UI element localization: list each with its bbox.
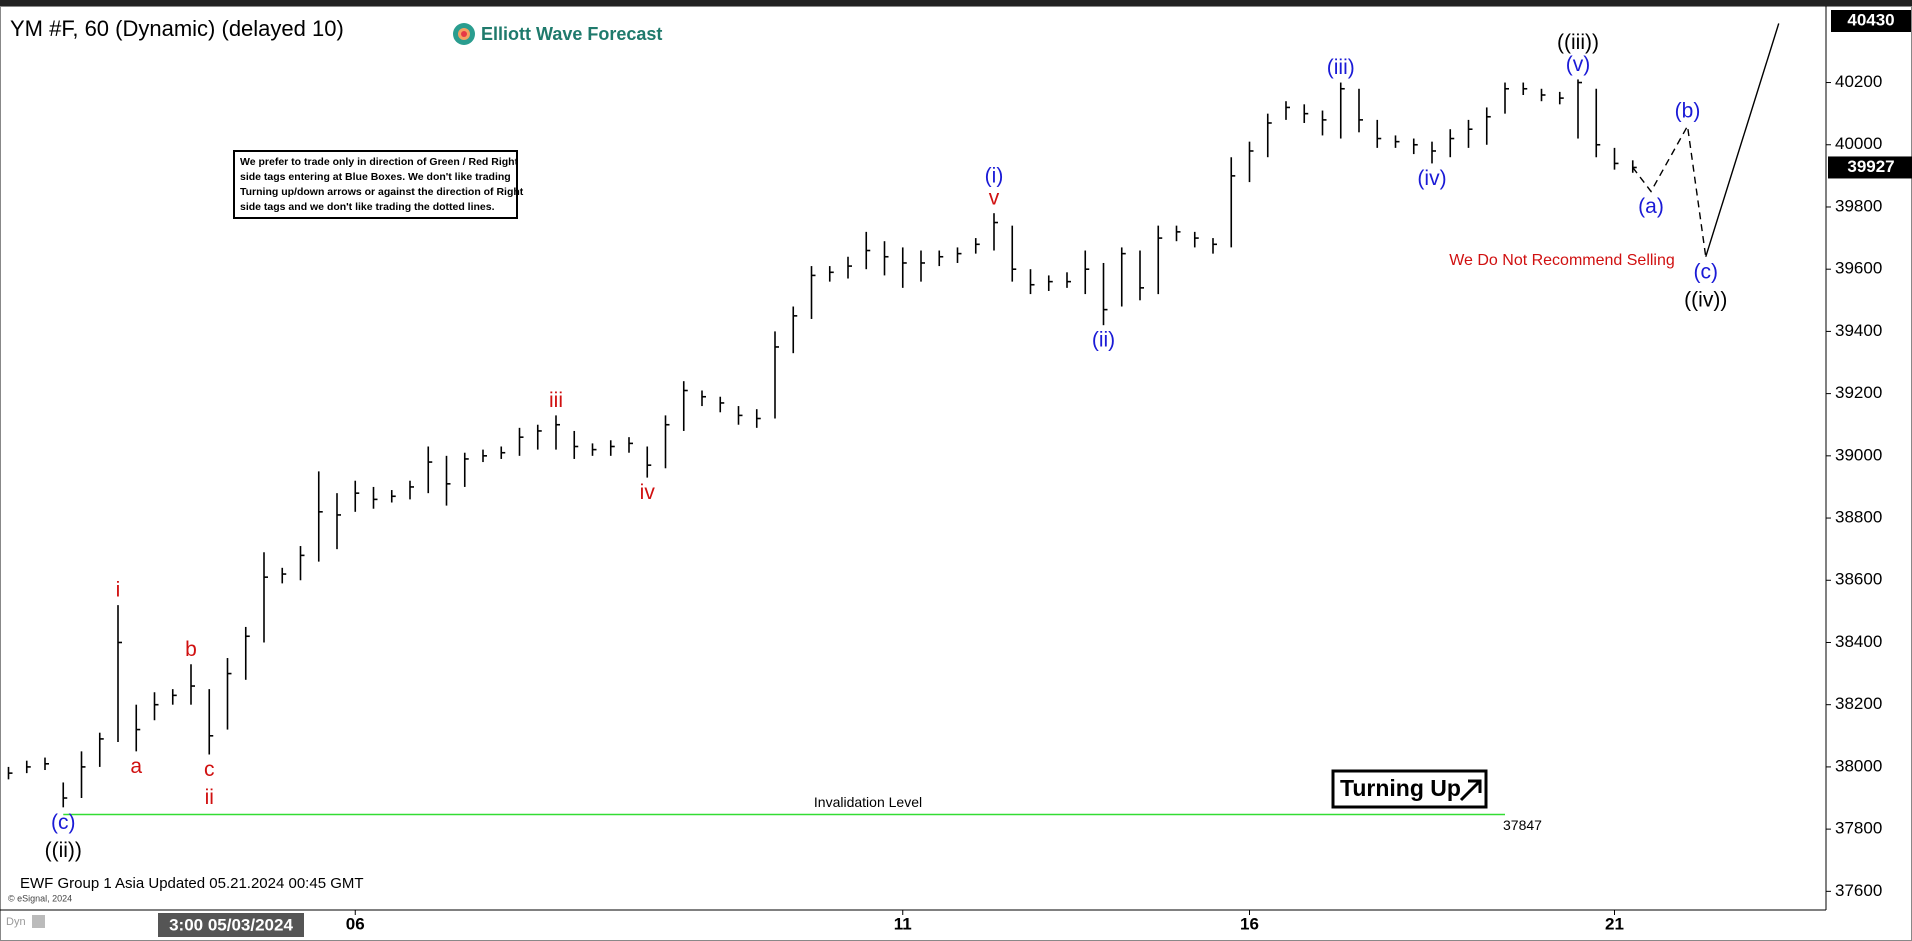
y-tick-label: 38400 (1835, 632, 1882, 651)
chart-title: YM #F, 60 (Dynamic) (delayed 10) (10, 16, 344, 41)
y-tick-label: 38000 (1835, 756, 1882, 775)
wave-label: (iii) (1327, 56, 1355, 79)
y-tick-label: 40200 (1835, 72, 1882, 91)
wave-label: a (130, 755, 142, 778)
badge-arrow (1459, 779, 1482, 802)
top-border (0, 0, 1912, 6)
wave-label: (ii) (1092, 329, 1115, 352)
y-tick-label: 40000 (1835, 134, 1882, 153)
mode-icon (32, 915, 45, 928)
y-tick-label: 39400 (1835, 321, 1882, 340)
x-tick-label: 16 (1240, 914, 1259, 933)
y-tick-label: 38200 (1835, 694, 1882, 713)
invalidation-label: Invalidation Level (814, 794, 922, 810)
projection-path (1632, 123, 1707, 257)
wave-label: (b) (1675, 100, 1701, 123)
wave-label: (c) (51, 811, 76, 834)
wave-label: v (989, 187, 1000, 210)
wave-label: i (116, 579, 121, 602)
badge: Turning Up (1331, 769, 1488, 809)
wave-label: ii (205, 786, 214, 809)
note-box: We prefer to trade only in direction of … (233, 150, 524, 219)
price-box (1831, 10, 1911, 32)
wave-label: (c) (1694, 260, 1719, 283)
y-tick-label: 39800 (1835, 196, 1882, 215)
y-tick-label: 38800 (1835, 508, 1882, 527)
invalidation-value: 37847 (1503, 817, 1542, 833)
logo-icon (461, 31, 467, 37)
badge-frame (1331, 769, 1488, 809)
note-frame (233, 150, 518, 219)
projection-path (1705, 23, 1780, 257)
y-tick-label: 39600 (1835, 259, 1882, 278)
y-range-label: 40430 (1847, 10, 1894, 29)
y-tick-label: 37800 (1835, 819, 1882, 838)
wave-label: ((iv)) (1684, 288, 1727, 311)
wave-label: (iv) (1417, 167, 1446, 190)
price-box (1828, 156, 1912, 179)
logo: Elliott Wave Forecast (453, 23, 662, 45)
wave-label: iii (549, 389, 563, 412)
note-line: We prefer to trade only in direction of … (240, 156, 519, 168)
wave-label: iv (640, 481, 656, 504)
badge-text: Turning Up (1340, 775, 1461, 801)
note-line: side tags and we don't like trading the … (240, 201, 495, 213)
y-tick-label: 39200 (1835, 383, 1882, 402)
x-tick-label: 11 (894, 914, 912, 933)
x-tick-label: 21 (1605, 914, 1624, 933)
cursor-box (158, 913, 304, 937)
wave-label: ((iii)) (1557, 31, 1599, 54)
note-line: Turning up/down arrows or against the di… (240, 186, 524, 198)
x-tick-label: 06 (346, 914, 365, 933)
footer: EWF Group 1 Asia Updated 05.21.2024 00:4… (20, 875, 364, 892)
wave-label: b (185, 638, 197, 661)
y-tick-label: 37600 (1835, 881, 1882, 900)
last-price-label: 39927 (1847, 157, 1894, 176)
note-line: side tags entering at Blue Boxes. We don… (240, 171, 511, 183)
y-tick-label: 39000 (1835, 445, 1882, 464)
copyright: © eSignal, 2024 (8, 893, 72, 903)
warning-text: We Do Not Recommend Selling (1449, 252, 1675, 269)
logo-text: Elliott Wave Forecast (481, 24, 662, 44)
wave-label: (v) (1566, 53, 1591, 76)
wave-label: (i) (985, 165, 1004, 188)
cursor-label: 3:00 05/03/2024 (169, 915, 293, 934)
wave-label: (a) (1638, 195, 1664, 218)
wave-label: c (204, 758, 215, 781)
wave-label: ((ii)) (45, 839, 82, 862)
y-tick-label: 38600 (1835, 570, 1882, 589)
mode-label: Dyn (6, 916, 26, 928)
